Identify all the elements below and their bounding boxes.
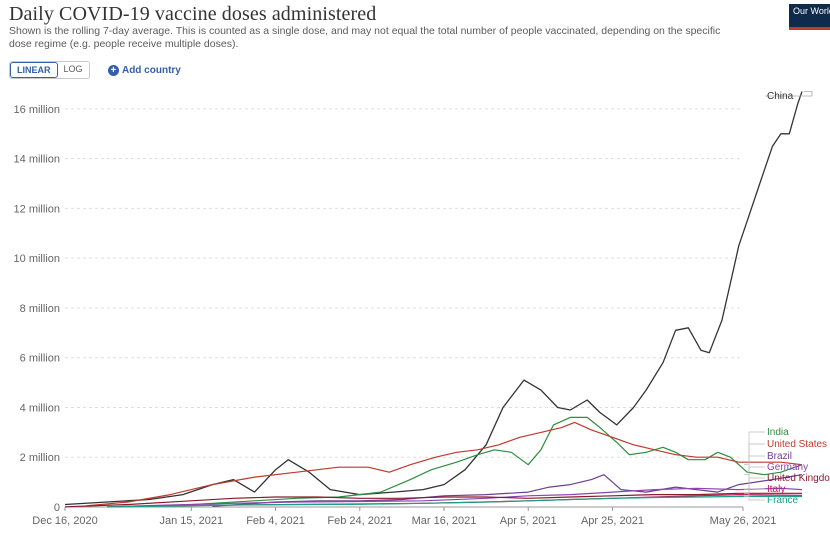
chart-controls: LINEAR LOG + Add country bbox=[9, 61, 181, 79]
label-connector bbox=[744, 496, 765, 501]
series-line-france bbox=[107, 495, 803, 508]
linear-scale-button[interactable]: LINEAR bbox=[10, 62, 58, 78]
legend-label-france: France bbox=[767, 495, 799, 506]
label-connector bbox=[744, 431, 765, 466]
legend-label-brazil: Brazil bbox=[767, 451, 792, 462]
x-tick-label: Jan 15, 2021 bbox=[160, 515, 224, 527]
label-connector bbox=[744, 455, 765, 476]
x-tick-label: Dec 16, 2020 bbox=[32, 515, 97, 527]
x-tick-label: May 26, 2021 bbox=[710, 515, 777, 527]
series-line-brazil bbox=[212, 474, 803, 507]
label-connector bbox=[744, 488, 765, 496]
log-scale-button[interactable]: LOG bbox=[57, 62, 89, 78]
y-tick-label: 12 million bbox=[14, 203, 60, 215]
label-connector bbox=[744, 477, 765, 494]
y-tick-label: 2 million bbox=[20, 452, 60, 464]
series-line-germany bbox=[107, 487, 803, 508]
y-tick-label: 10 million bbox=[14, 253, 60, 265]
x-tick-label: Apr 25, 2021 bbox=[581, 515, 644, 527]
x-tick-label: Mar 16, 2021 bbox=[412, 515, 477, 527]
add-country-label: Add country bbox=[121, 64, 181, 76]
y-tick-label: 8 million bbox=[20, 303, 60, 315]
y-tick-label: 6 million bbox=[20, 353, 60, 365]
series-line-china bbox=[64, 91, 803, 506]
legend-label-united-states: United States bbox=[767, 439, 827, 450]
add-country-button[interactable]: + Add country bbox=[107, 64, 181, 76]
legend-label-united-kingdom: United Kingdom bbox=[767, 473, 830, 484]
label-connector bbox=[744, 443, 765, 466]
chart-title: Daily COVID-19 vaccine doses administere… bbox=[9, 3, 377, 25]
legend-label-india: India bbox=[767, 427, 789, 438]
y-tick-label: 14 million bbox=[14, 154, 60, 166]
plus-circle-icon: + bbox=[107, 64, 119, 76]
x-tick-label: Feb 24, 2021 bbox=[327, 515, 392, 527]
legend-label-italy: Italy bbox=[767, 484, 785, 495]
scale-toggle: LINEAR LOG bbox=[9, 61, 90, 79]
legend-label-germany: Germany bbox=[767, 462, 808, 473]
y-tick-label: 4 million bbox=[20, 402, 60, 414]
x-tick-label: Apr 5, 2021 bbox=[500, 515, 557, 527]
legend-label-china: China bbox=[767, 91, 794, 102]
y-tick-label: 16 million bbox=[14, 104, 60, 116]
series-line-india bbox=[170, 416, 803, 507]
series-line-united-states bbox=[86, 421, 803, 507]
label-connector bbox=[765, 91, 813, 97]
series-line-united-kingdom bbox=[64, 492, 802, 508]
y-tick-label: 0 bbox=[54, 502, 60, 514]
owid-logo[interactable]: Our World in Data bbox=[789, 4, 830, 30]
x-tick-label: Feb 4, 2021 bbox=[246, 515, 305, 527]
chart-subtitle: Shown is the rolling 7-day average. This… bbox=[9, 25, 721, 50]
